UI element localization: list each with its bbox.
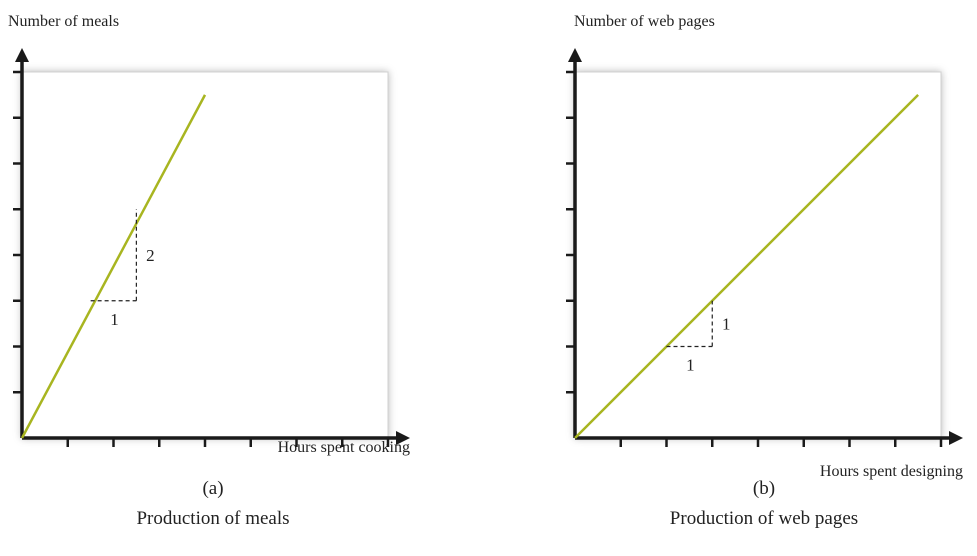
panel-a-y-axis-label: Number of meals — [8, 13, 119, 30]
panel-b-production-line — [574, 93, 920, 439]
panel-b-caption: Production of web pages — [670, 508, 858, 529]
panel-a-caption: Production of meals — [136, 508, 289, 529]
panel-a-slope-rise-label: 2 — [146, 246, 155, 265]
panel-a-plot: 12 — [13, 48, 410, 447]
panel-a-production-line — [20, 94, 207, 439]
panel-b-y-axis-arrow — [568, 48, 582, 62]
chart-panel-a: Number of meals Hours spent cooking (a) … — [8, 13, 410, 529]
panel-a-y-axis-arrow — [15, 48, 29, 62]
panel-a-label: (a) — [202, 478, 223, 499]
panel-a-x-axis-arrow — [396, 431, 410, 445]
panel-b-x-axis-label: Hours spent designing — [820, 463, 963, 480]
panel-a-background — [21, 71, 389, 439]
panel-b-plot: 11 — [566, 48, 963, 447]
panel-b-slope-run-label: 1 — [686, 356, 695, 375]
panel-a-x-axis-label: Hours spent cooking — [278, 439, 410, 456]
panel-b-y-axis-label: Number of web pages — [574, 13, 715, 30]
panel-a-slope-run-label: 1 — [110, 310, 119, 329]
chart-panel-b: Number of web pages Hours spent designin… — [566, 13, 963, 529]
panel-b-slope-rise-label: 1 — [722, 315, 731, 334]
panel-b-label: (b) — [753, 478, 775, 499]
panel-b-x-axis-arrow — [949, 431, 963, 445]
